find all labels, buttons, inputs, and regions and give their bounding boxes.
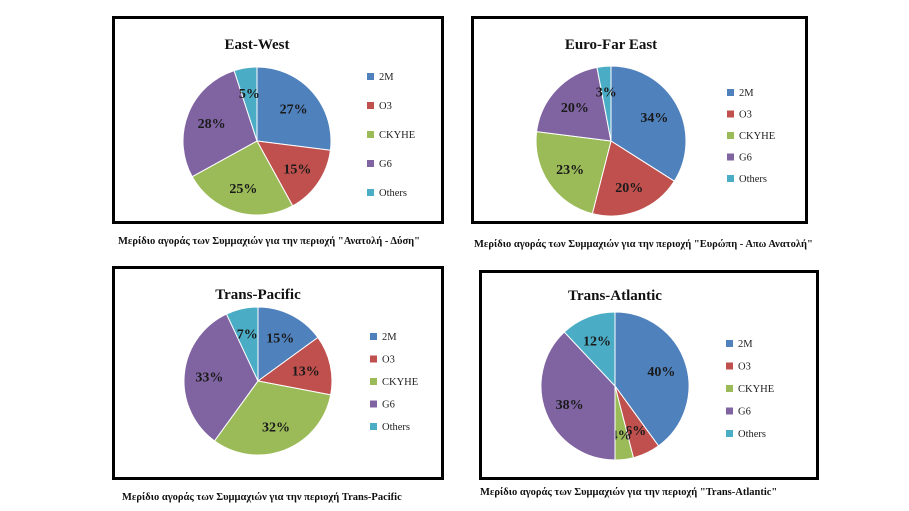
legend-label-ckyhe: CKYHE bbox=[738, 384, 774, 395]
slice-label-ckyhe: 4% bbox=[611, 429, 632, 444]
chart-panel-euro-far-east: Euro-Far East 34% 20% 23% 20% 3% 2M O3 CKYHE G6 Ot… bbox=[471, 16, 808, 224]
chart-panel-trans-atlantic: Trans-Atlantic 40% 6% 4% 38% 12% 2M O3 CKYHE G6 Ot… bbox=[479, 270, 819, 480]
legend-label-o3: O3 bbox=[739, 110, 752, 121]
chart-title: Trans-Pacific bbox=[215, 287, 301, 303]
pie-chart-euro-far-east: Euro-Far East 34% 20% 23% 20% 3% 2M O3 CKYHE G6 Ot… bbox=[535, 37, 775, 217]
legend-label-g6: G6 bbox=[738, 407, 751, 418]
pie-slice-g6 bbox=[182, 69, 258, 178]
chart-title: Euro-Far East bbox=[565, 37, 657, 53]
caption-trans-atlantic: Μερίδιο αγοράς των Συμμαχιών για την περ… bbox=[480, 487, 778, 498]
pie-slice-others bbox=[596, 65, 612, 142]
caption-euro-far-east: Μερίδιο αγοράς των Συμμαχιών για την περ… bbox=[474, 239, 813, 250]
chart-panel-east-west: East-West 27% 15% 25% 28% 5% 2M O3 CKYHE G6 Others bbox=[112, 16, 444, 224]
legend-label-o3: O3 bbox=[382, 355, 395, 366]
legend-label-2m: 2M bbox=[739, 88, 754, 99]
legend-label-g6: G6 bbox=[379, 159, 392, 170]
legend-label-2m: 2M bbox=[379, 72, 394, 83]
slice-label-ckyhe: 32% bbox=[262, 420, 290, 435]
pie-slice-2m bbox=[614, 311, 690, 447]
pie-slice-others bbox=[233, 66, 258, 142]
legend-swatch-2m bbox=[727, 89, 734, 96]
pie-slice-2m bbox=[257, 306, 319, 382]
slice-label-2m: 15% bbox=[266, 332, 294, 347]
legend-label-others: Others bbox=[739, 174, 767, 185]
legend-swatch-others bbox=[727, 175, 734, 182]
legend-swatch-g6 bbox=[726, 407, 733, 415]
legend-swatch-ckyhe bbox=[726, 385, 733, 392]
legend-swatch-g6 bbox=[367, 160, 374, 167]
chart-title: Trans-Atlantic bbox=[568, 288, 662, 304]
legend-label-g6: G6 bbox=[382, 400, 395, 411]
legend-label-g6: G6 bbox=[739, 153, 752, 164]
legend-swatch-2m bbox=[367, 73, 374, 80]
slice-label-o3: 6% bbox=[625, 424, 646, 439]
slice-label-o3: 15% bbox=[283, 163, 311, 178]
pie-slice-o3 bbox=[591, 140, 676, 217]
pie-slice-g6 bbox=[540, 331, 616, 461]
slice-label-ckyhe: 23% bbox=[556, 163, 584, 178]
legend-label-2m: 2M bbox=[738, 339, 753, 350]
slice-label-others: 3% bbox=[596, 86, 617, 101]
legend-label-ckyhe: CKYHE bbox=[379, 130, 415, 141]
legend-swatch-2m bbox=[726, 340, 733, 347]
legend-swatch-ckyhe bbox=[367, 131, 374, 138]
slice-label-ckyhe: 25% bbox=[229, 182, 257, 197]
slice-label-g6: 33% bbox=[195, 370, 223, 385]
legend-swatch-g6 bbox=[370, 400, 377, 408]
legend-label-o3: O3 bbox=[738, 362, 751, 373]
slice-label-2m: 27% bbox=[280, 103, 308, 118]
slice-label-o3: 20% bbox=[615, 181, 643, 196]
caption-trans-pacific: Μερίδιο αγοράς των Συμμαχιών για την περ… bbox=[122, 492, 402, 503]
slice-label-o3: 13% bbox=[292, 364, 320, 379]
legend-swatch-others bbox=[726, 430, 733, 437]
pie-slice-o3 bbox=[256, 140, 331, 207]
slice-label-g6: 20% bbox=[561, 101, 589, 116]
pie-slice-2m bbox=[256, 66, 332, 151]
pie-slice-ckyhe bbox=[191, 140, 294, 216]
pie-chart-trans-pacific: Trans-Pacific 15% 13% 32% 33% 7% 2M O3 CKYHE G6 Ot… bbox=[183, 287, 418, 456]
pie-chart-east-west: East-West 27% 15% 25% 28% 5% 2M O3 CKYHE G6 Others bbox=[182, 37, 415, 216]
pie-slice-others bbox=[563, 311, 616, 388]
pie-slice-o3 bbox=[256, 336, 333, 396]
slice-label-others: 5% bbox=[239, 87, 260, 102]
pie-slice-ckyhe bbox=[535, 131, 612, 215]
slice-label-g6: 38% bbox=[556, 398, 584, 413]
slice-label-others: 12% bbox=[583, 335, 611, 350]
legend-swatch-ckyhe bbox=[727, 132, 734, 139]
pie-slice-g6 bbox=[183, 313, 259, 442]
pie-chart-trans-atlantic: Trans-Atlantic 40% 6%4% 38% 12% 2M O3 CKYHE G6 Ot… bbox=[540, 288, 774, 461]
caption-east-west: Μερίδιο αγοράς των Συμμαχιών για την περ… bbox=[118, 236, 420, 247]
legend-swatch-g6 bbox=[727, 153, 734, 161]
legend-swatch-others bbox=[367, 189, 374, 196]
slice-label-2m: 34% bbox=[640, 111, 668, 126]
slice-label-others: 7% bbox=[237, 327, 258, 342]
legend-label-others: Others bbox=[379, 188, 407, 199]
legend-label-2m: 2M bbox=[382, 332, 397, 343]
chart-panel-trans-pacific: Trans-Pacific 15% 13% 32% 33% 7% 2M O3 CKYHE G6 Ot… bbox=[112, 266, 444, 480]
legend-swatch-2m bbox=[370, 333, 377, 340]
legend-swatch-o3 bbox=[727, 110, 734, 118]
legend-swatch-ckyhe bbox=[370, 378, 377, 385]
legend-label-others: Others bbox=[738, 429, 766, 440]
pie-slice-ckyhe bbox=[213, 380, 332, 456]
chart-title: East-West bbox=[225, 37, 290, 53]
legend-swatch-o3 bbox=[726, 362, 733, 370]
slice-label-g6: 28% bbox=[198, 117, 226, 132]
legend-swatch-others bbox=[370, 423, 377, 430]
legend-label-others: Others bbox=[382, 422, 410, 433]
legend-label-ckyhe: CKYHE bbox=[382, 377, 418, 388]
slice-label-2m: 40% bbox=[647, 365, 675, 380]
legend-swatch-o3 bbox=[367, 102, 374, 109]
pie-slice-others bbox=[225, 306, 259, 382]
legend-label-ckyhe: CKYHE bbox=[739, 131, 775, 142]
legend-label-o3: O3 bbox=[379, 101, 392, 112]
legend-swatch-o3 bbox=[370, 355, 377, 363]
pie-slice-g6 bbox=[536, 66, 612, 142]
